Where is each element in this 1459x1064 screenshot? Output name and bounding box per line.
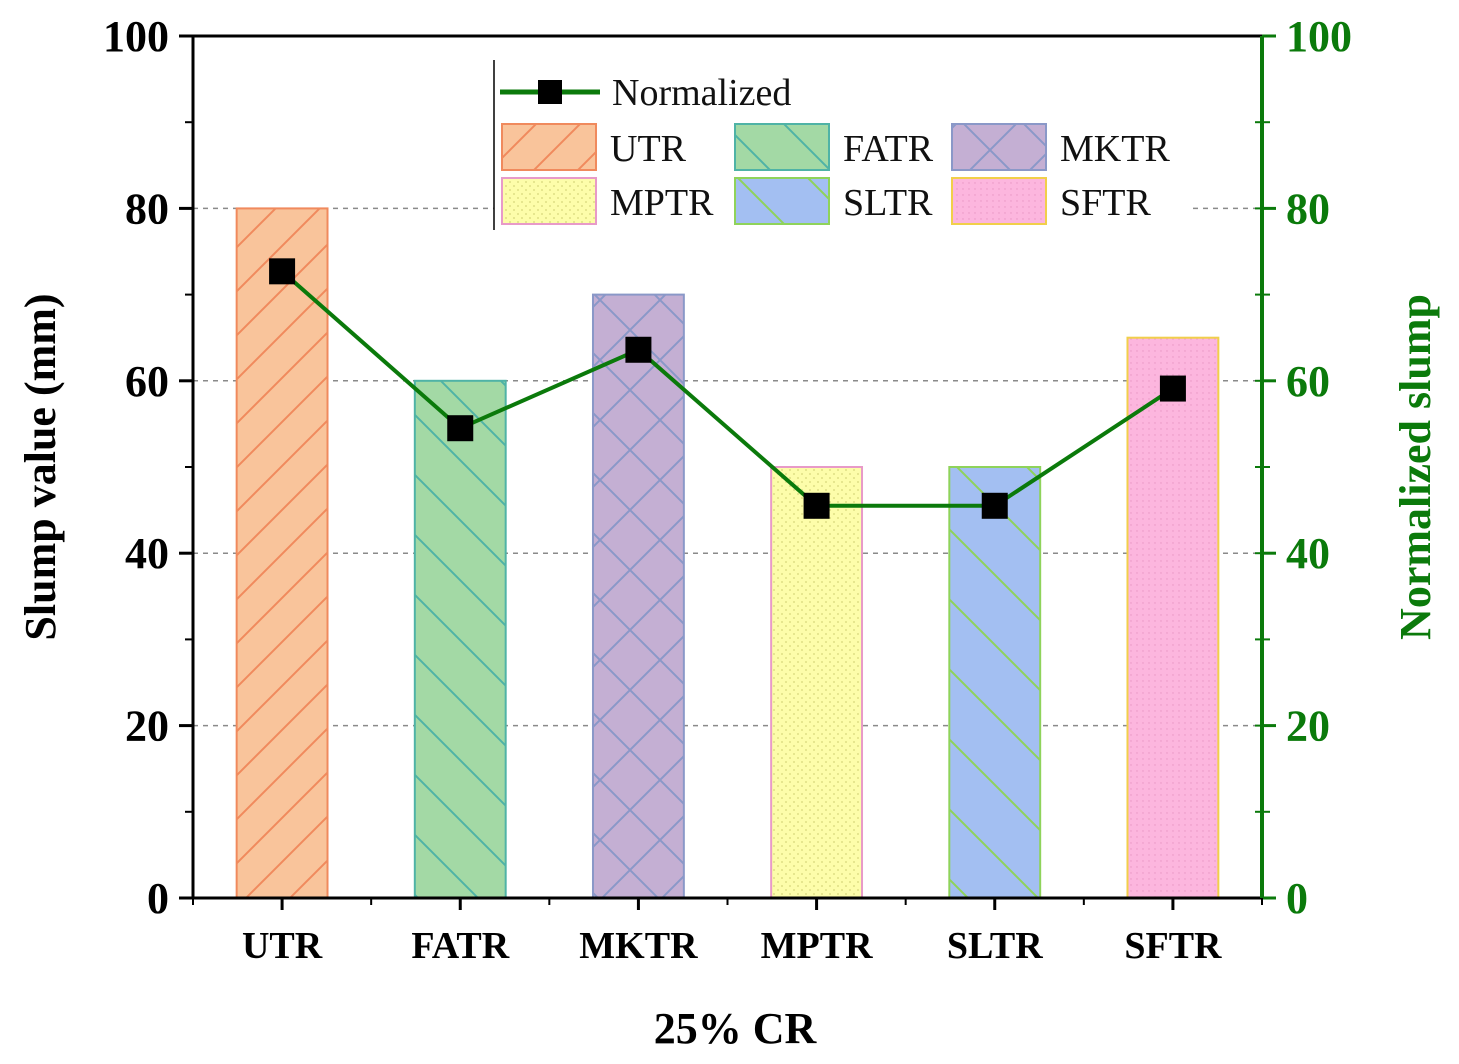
bar-series bbox=[235, 207, 1220, 900]
y2-axis-label: Normalized slump bbox=[1391, 294, 1440, 640]
legend-label-sltr: SLTR bbox=[843, 182, 933, 224]
bar-sftr bbox=[1126, 336, 1220, 899]
normalized-point-fatr bbox=[447, 415, 474, 442]
y2-tick-label: 80 bbox=[1286, 184, 1330, 233]
normalized-point-utr bbox=[269, 258, 296, 285]
bar-sltr bbox=[948, 466, 1042, 899]
legend: Normalized UTR FATR MKTR MPTR SLTR SFTR bbox=[493, 60, 1190, 230]
y2-tick-label: 0 bbox=[1286, 874, 1308, 923]
bar-fatr bbox=[413, 379, 507, 899]
x-tick-label: MPTR bbox=[761, 925, 873, 967]
legend-swatch-sltr bbox=[734, 177, 830, 225]
legend-label-fatr: FATR bbox=[843, 128, 934, 170]
y-axis-label: Slump value (mm) bbox=[16, 293, 65, 640]
x-tick-label: MKTR bbox=[579, 925, 698, 967]
bar-mptr bbox=[770, 466, 864, 899]
legend-label-mktr: MKTR bbox=[1060, 128, 1170, 170]
x-tick-label: SLTR bbox=[947, 925, 1043, 967]
bar-utr bbox=[235, 207, 329, 899]
legend-swatch-mktr bbox=[951, 123, 1047, 171]
legend-label-normalized: Normalized bbox=[612, 72, 791, 114]
y-tick-label: 100 bbox=[103, 12, 169, 61]
x-tick-label: SFTR bbox=[1124, 925, 1222, 967]
y2-tick-label: 20 bbox=[1286, 702, 1330, 751]
normalized-point-mktr bbox=[625, 336, 652, 363]
legend-swatch-mptr bbox=[501, 177, 597, 225]
normalized-line bbox=[280, 269, 1175, 508]
y2-tick-label: 60 bbox=[1286, 357, 1330, 406]
y2-tick-label: 100 bbox=[1286, 12, 1352, 61]
y2-tick-label: 40 bbox=[1286, 529, 1330, 578]
y-tick-label: 40 bbox=[125, 529, 169, 578]
legend-label-mptr: MPTR bbox=[610, 182, 714, 224]
x-tick-label: FATR bbox=[411, 925, 509, 967]
legend-swatch-utr bbox=[501, 123, 597, 171]
legend-box bbox=[494, 60, 1190, 230]
ticks: 0 20 40 60 80 100 0 20 40 60 80 100 UTR FATR MKTR MPTR S… bbox=[103, 12, 1352, 967]
legend-marker-swatch bbox=[538, 80, 562, 104]
y-tick-label: 80 bbox=[125, 184, 169, 233]
y-tick-label: 0 bbox=[147, 874, 169, 923]
bar-mktr bbox=[591, 293, 685, 900]
legend-label-utr: UTR bbox=[610, 128, 687, 170]
legend-swatch-fatr bbox=[734, 123, 830, 171]
y-tick-label: 60 bbox=[125, 357, 169, 406]
line-series bbox=[269, 258, 1186, 519]
x-axis-label: 25% CR bbox=[654, 1004, 818, 1053]
y-tick-label: 20 bbox=[125, 702, 169, 751]
normalized-point-mptr bbox=[803, 492, 830, 519]
legend-swatch-sftr bbox=[951, 177, 1047, 225]
normalized-point-sltr bbox=[981, 492, 1008, 519]
normalized-point-sftr bbox=[1159, 375, 1186, 402]
legend-bar-entries: UTR FATR MKTR MPTR SLTR SFTR bbox=[501, 123, 1170, 225]
legend-label-sftr: SFTR bbox=[1060, 182, 1151, 224]
gridlines bbox=[193, 207, 1262, 727]
x-tick-label: UTR bbox=[242, 925, 323, 967]
